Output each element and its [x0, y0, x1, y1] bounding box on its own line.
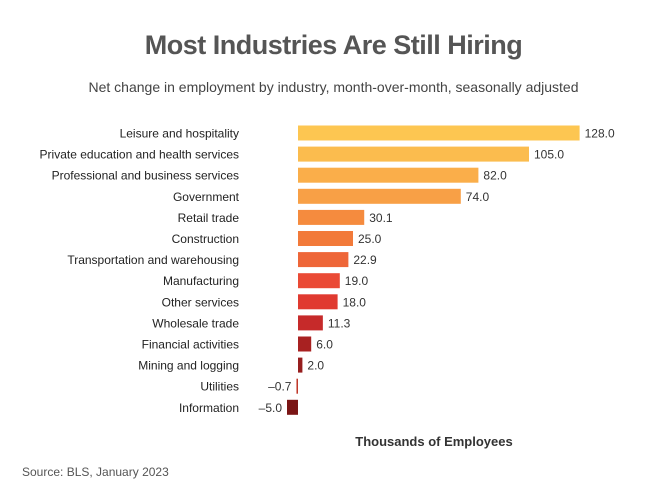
category-label: Construction — [172, 232, 239, 246]
bar — [296, 378, 298, 394]
bar — [298, 146, 529, 162]
bar — [298, 294, 338, 310]
category-label: Utilities — [200, 380, 239, 394]
value-label: 74.0 — [466, 190, 490, 204]
category-label: Transportation and warehousing — [67, 253, 239, 267]
category-label: Private education and health services — [40, 148, 239, 162]
value-label: 19.0 — [345, 274, 369, 288]
bar — [298, 273, 340, 289]
value-label: –0.7 — [268, 380, 292, 394]
category-label: Leisure and hospitality — [120, 127, 239, 141]
value-label: 30.1 — [369, 211, 393, 225]
value-label: 22.9 — [353, 253, 377, 267]
bars-layer: Leisure and hospitality 128.0 Private educ… — [40, 125, 615, 415]
value-label: 25.0 — [358, 232, 382, 246]
bar — [298, 357, 303, 373]
bar — [298, 188, 461, 204]
chart-subtitle: Net change in employment by industry, mo… — [88, 79, 579, 95]
bar — [298, 336, 312, 352]
value-label: 6.0 — [316, 338, 333, 352]
value-label: 2.0 — [307, 359, 324, 373]
category-label: Other services — [162, 295, 239, 309]
category-label: Government — [173, 190, 240, 204]
category-label: Information — [179, 401, 239, 415]
value-label: –5.0 — [259, 401, 283, 415]
value-label: 18.0 — [343, 295, 367, 309]
value-label: 128.0 — [585, 127, 615, 141]
chart-title: Most Industries Are Still Hiring — [144, 30, 523, 60]
category-label: Manufacturing — [163, 274, 239, 288]
bar — [298, 209, 365, 225]
bar — [298, 125, 580, 141]
bar — [298, 315, 323, 331]
x-axis-label: Thousands of Employees — [355, 434, 512, 449]
category-label: Retail trade — [178, 211, 240, 225]
bar — [298, 231, 353, 246]
category-label: Wholesale trade — [152, 316, 239, 330]
bar — [298, 167, 479, 183]
bar — [287, 399, 298, 415]
category-label: Mining and logging — [138, 359, 239, 373]
source-note: Source: BLS, January 2023 — [22, 465, 169, 479]
category-label: Financial activities — [142, 338, 239, 352]
category-label: Professional and business services — [52, 169, 239, 183]
value-label: 11.3 — [328, 316, 351, 330]
bar-chart: Leisure and hospitality 128.0 Private educ… — [40, 125, 615, 449]
bar — [298, 252, 349, 268]
value-label: 105.0 — [534, 148, 564, 162]
value-label: 82.0 — [483, 169, 507, 183]
